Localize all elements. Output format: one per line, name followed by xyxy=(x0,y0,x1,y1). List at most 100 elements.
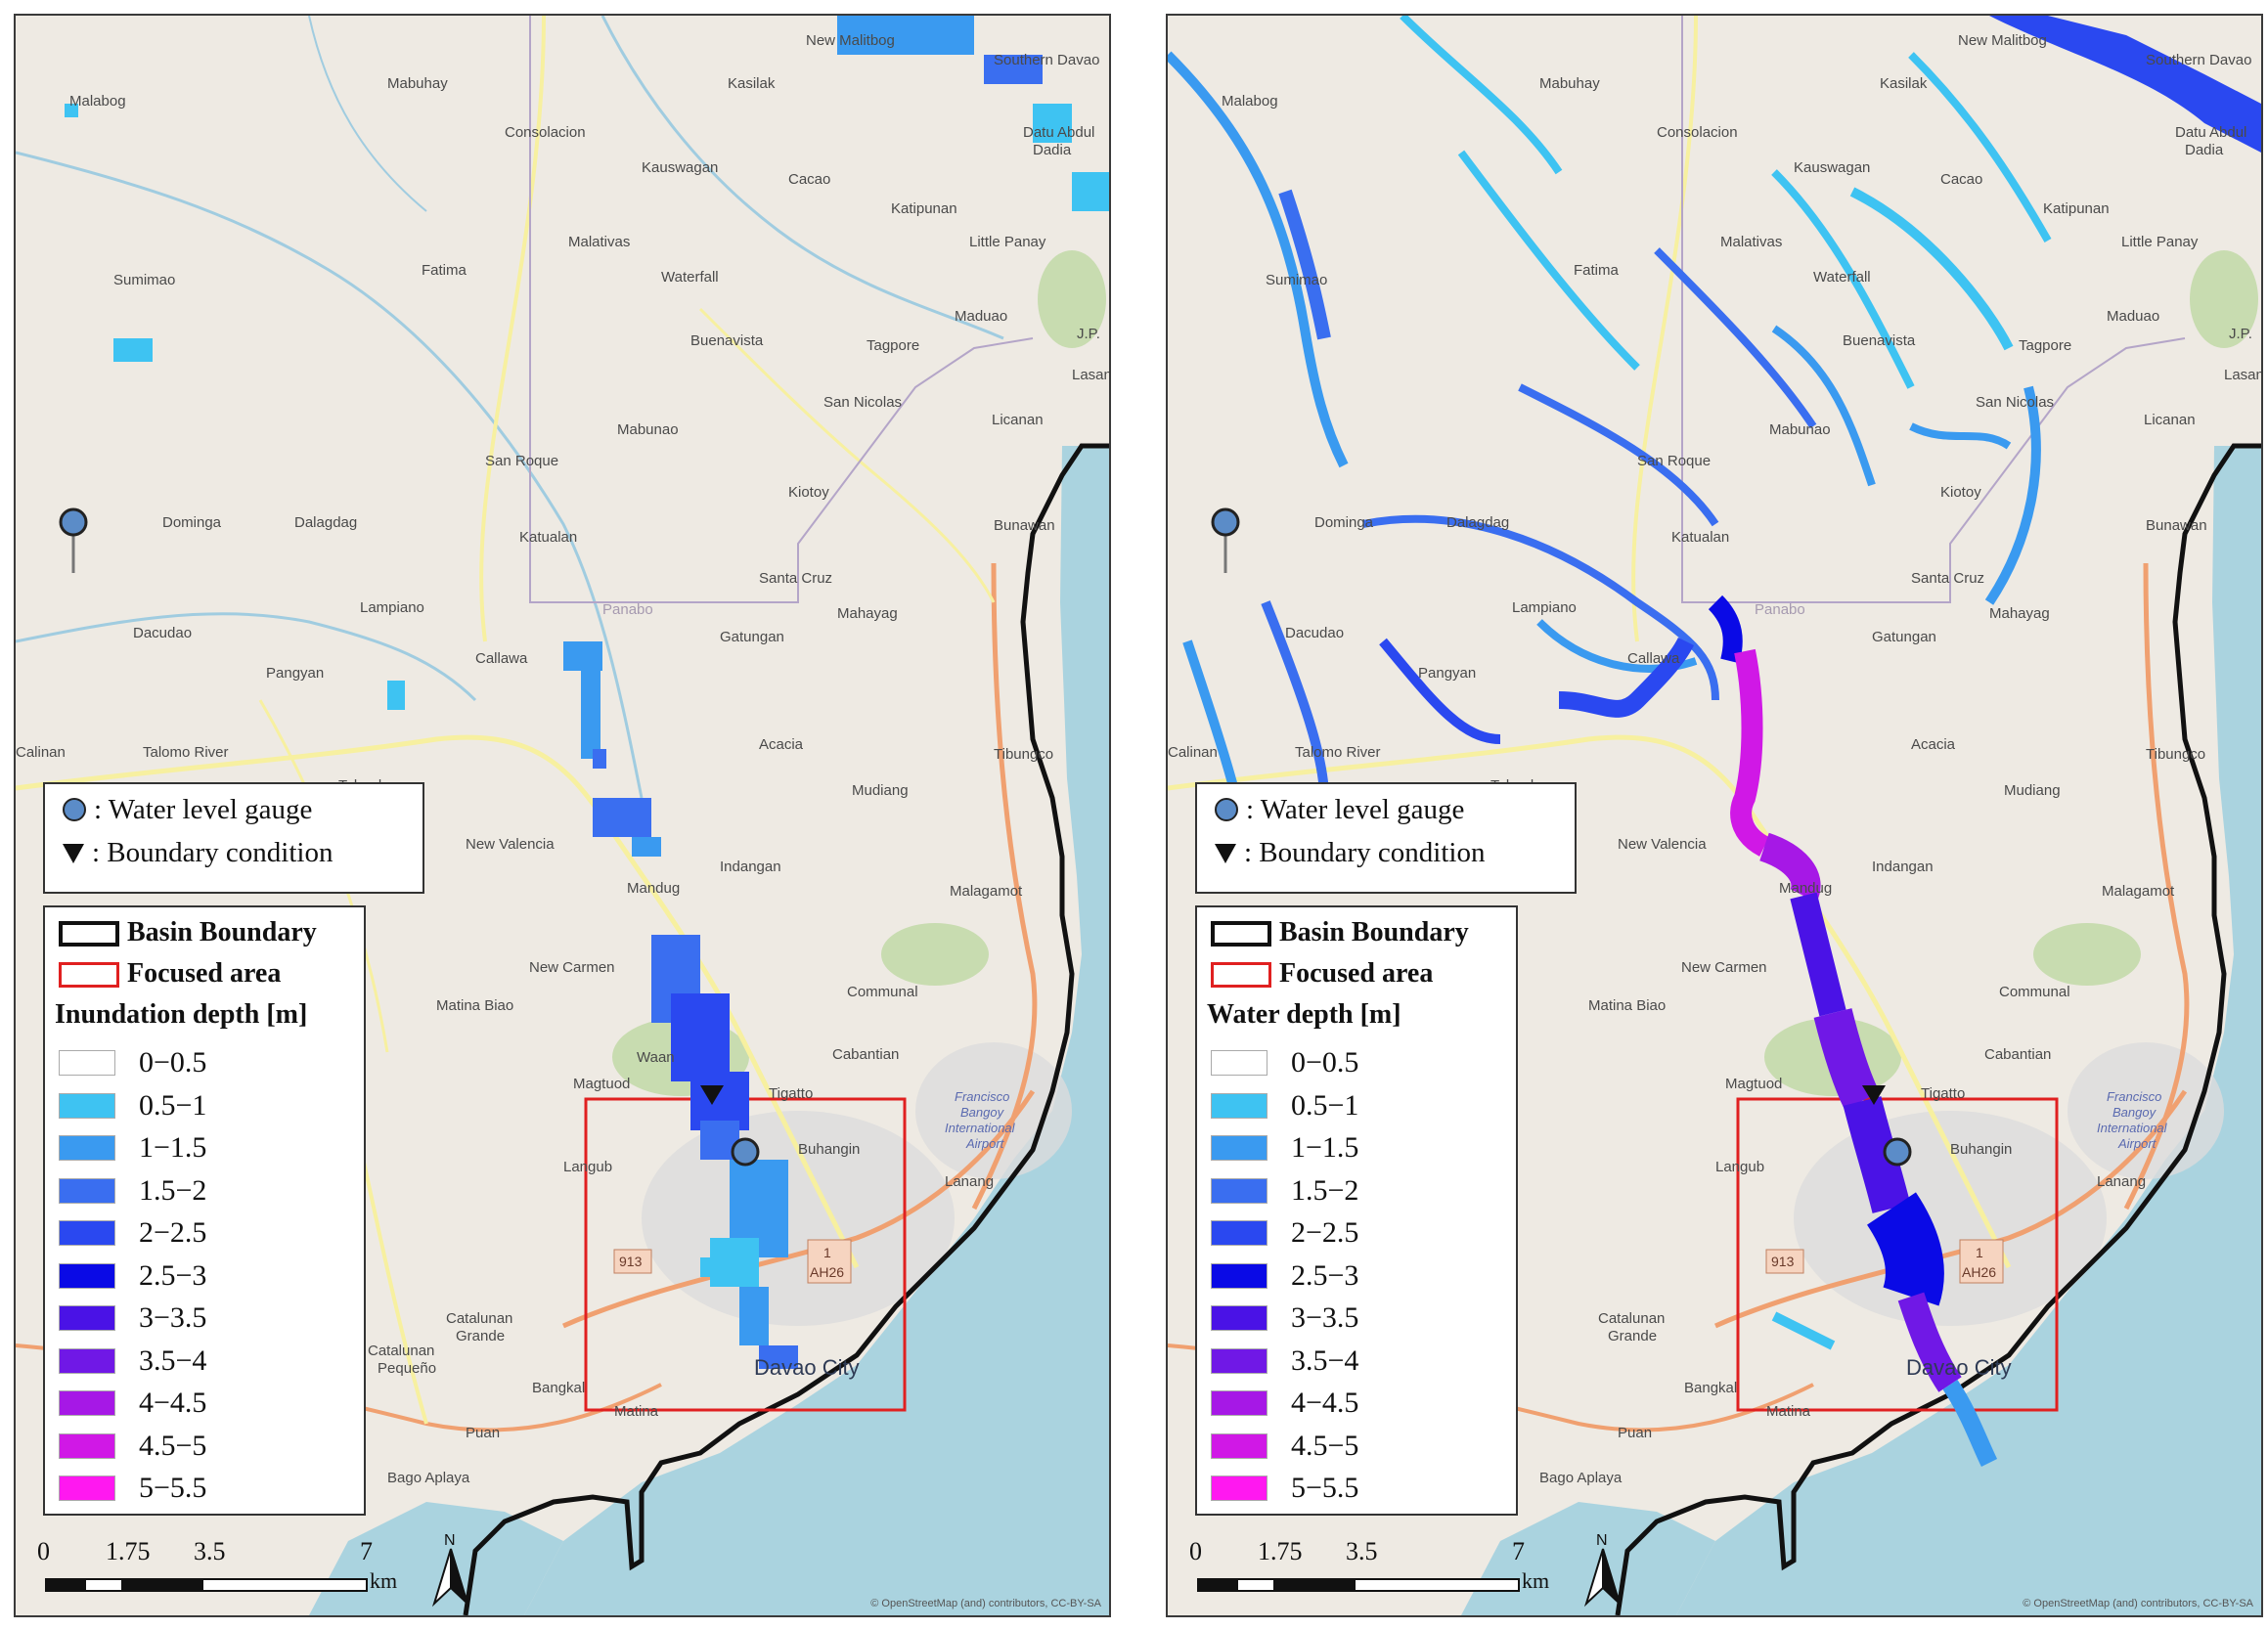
symbol-legend: : Water level gauge : Boundary condition xyxy=(1195,782,1577,894)
svg-text:Bago Aplaya: Bago Aplaya xyxy=(1539,1470,1623,1486)
svg-text:Consolacion: Consolacion xyxy=(1657,124,1738,141)
scale-bar: 0 1.75 3.5 7 km xyxy=(1187,1537,1549,1606)
svg-text:Talomo River: Talomo River xyxy=(143,744,229,761)
basin-boundary-label: Basin Boundary xyxy=(1279,917,1469,947)
svg-text:Tagpore: Tagpore xyxy=(2019,337,2071,354)
water-level-gauge xyxy=(59,507,88,537)
svg-text:Gatungan: Gatungan xyxy=(720,629,784,645)
svg-text:Malabog: Malabog xyxy=(69,93,126,110)
focused-area-label: Focused area xyxy=(1279,958,1434,989)
boundary-condition-marker xyxy=(1862,1085,1886,1105)
map-panel-right: Malabog Mabuhay Kasilak New Malitbog Sou… xyxy=(1166,14,2263,1617)
inundation-layer xyxy=(65,16,1109,1369)
svg-text:Bangkal: Bangkal xyxy=(1684,1380,1737,1396)
svg-text:Little Panay: Little Panay xyxy=(2121,234,2199,250)
svg-text:Panabo: Panabo xyxy=(1755,601,1805,618)
legend-title: Water depth [m] xyxy=(1207,999,1401,1030)
basemap: Malabog Mabuhay Kasilak New Malitbog Sou… xyxy=(16,16,1109,1615)
svg-text:Buenavista: Buenavista xyxy=(690,332,764,349)
svg-text:International: International xyxy=(945,1121,1016,1135)
depth-class-swatch xyxy=(1211,1177,1267,1204)
svg-text:Davao City: Davao City xyxy=(754,1355,860,1380)
svg-text:Grande: Grande xyxy=(456,1328,505,1344)
depth-class-swatch xyxy=(59,1305,115,1331)
svg-text:International: International xyxy=(2097,1121,2168,1135)
depth-class-label: 4.5−5 xyxy=(1291,1429,1359,1462)
svg-text:Communal: Communal xyxy=(1999,984,2070,1000)
svg-text:Malabog: Malabog xyxy=(1222,93,1278,110)
focused-area-box xyxy=(1736,1097,2059,1412)
north-label: N xyxy=(444,1532,456,1549)
symbol-legend: : Water level gauge : Boundary condition xyxy=(43,782,424,894)
depth-class-label: 1.5−2 xyxy=(139,1173,207,1207)
svg-text:Acacia: Acacia xyxy=(1911,736,1956,753)
depth-class-swatch xyxy=(1211,1092,1267,1119)
basemap-layer xyxy=(1168,16,2261,1615)
triangle-down-icon xyxy=(1215,844,1236,863)
basin-boundary-swatch xyxy=(1211,921,1271,947)
svg-text:Magtuod: Magtuod xyxy=(1725,1076,1782,1092)
svg-text:Fatima: Fatima xyxy=(422,262,467,279)
depth-class-label: 2.5−3 xyxy=(1291,1258,1359,1292)
svg-text:Calinan: Calinan xyxy=(16,744,66,761)
svg-text:Bunawan: Bunawan xyxy=(2146,517,2207,534)
svg-text:Santa Cruz: Santa Cruz xyxy=(1911,570,1984,587)
attribution-text: © OpenStreetMap (and) contributors, CC-B… xyxy=(870,1598,1101,1609)
scale-tick: 7 xyxy=(1512,1537,1525,1565)
scale-segment xyxy=(1236,1578,1275,1592)
basemap: Malabog Mabuhay Kasilak New Malitbog Sou… xyxy=(1168,16,2261,1615)
depth-class-swatch xyxy=(59,1432,115,1459)
scale-segment xyxy=(1197,1578,1236,1592)
svg-text:Katipunan: Katipunan xyxy=(891,200,957,217)
scale-segment xyxy=(1275,1578,1354,1592)
scale-tick: 7 xyxy=(360,1537,373,1565)
svg-text:1: 1 xyxy=(1976,1245,1983,1260)
svg-text:Acacia: Acacia xyxy=(759,736,804,753)
svg-text:Lampiano: Lampiano xyxy=(1512,599,1577,616)
svg-text:1: 1 xyxy=(823,1245,831,1260)
depth-class-label: 1−1.5 xyxy=(1291,1131,1359,1164)
svg-text:913: 913 xyxy=(619,1254,643,1269)
depth-class-swatch xyxy=(59,1177,115,1204)
depth-class-label: 1−1.5 xyxy=(139,1131,207,1164)
svg-text:Mabunao: Mabunao xyxy=(617,421,679,438)
gauge-markers xyxy=(1211,507,1912,1167)
svg-text:Cabantian: Cabantian xyxy=(1984,1046,2051,1063)
depth-class-label: 3−3.5 xyxy=(1291,1301,1359,1334)
svg-text:Kiotoy: Kiotoy xyxy=(788,484,829,501)
scale-tick: 3.5 xyxy=(1346,1537,1378,1565)
svg-text:Bago Aplaya: Bago Aplaya xyxy=(387,1470,470,1486)
basin-boundary-label: Basin Boundary xyxy=(127,917,317,947)
depth-class-swatch xyxy=(1211,1305,1267,1331)
svg-text:J.P.: J.P. xyxy=(2229,326,2252,342)
svg-text:Mabuhay: Mabuhay xyxy=(387,75,448,92)
svg-text:Fatima: Fatima xyxy=(1574,262,1620,279)
svg-text:Buhangin: Buhangin xyxy=(798,1141,860,1158)
scale-bar: 0 1.75 3.5 7 km xyxy=(35,1537,397,1606)
gauge-legend-row: : Water level gauge xyxy=(63,794,312,826)
svg-text:Gatungan: Gatungan xyxy=(1872,629,1936,645)
water-level-gauge xyxy=(731,1137,760,1167)
svg-text:AH26: AH26 xyxy=(810,1264,844,1280)
svg-text:Mahayag: Mahayag xyxy=(1989,605,2050,622)
svg-text:Malagamot: Malagamot xyxy=(2102,883,2175,900)
svg-text:Pangyan: Pangyan xyxy=(266,665,324,682)
svg-text:AH26: AH26 xyxy=(1962,1264,1996,1280)
scale-segment xyxy=(201,1578,368,1592)
basemap-layer xyxy=(16,16,1109,1615)
scale-tick: 1.75 xyxy=(1258,1537,1303,1565)
svg-text:Buenavista: Buenavista xyxy=(1843,332,1916,349)
map-panel-left: Malabog Mabuhay Kasilak New Malitbog Sou… xyxy=(14,14,1111,1617)
boundary-legend-row: : Boundary condition xyxy=(1215,837,1485,869)
gauge-legend-row: : Water level gauge xyxy=(1215,794,1464,826)
svg-text:Indangan: Indangan xyxy=(1872,859,1934,875)
scale-tick: 1.75 xyxy=(106,1537,151,1565)
scale-tick: 3.5 xyxy=(194,1537,226,1565)
depth-class-swatch xyxy=(1211,1050,1267,1076)
svg-text:Tagpore: Tagpore xyxy=(867,337,919,354)
svg-text:Kasilak: Kasilak xyxy=(728,75,776,92)
svg-text:Callawa: Callawa xyxy=(1627,650,1680,667)
water-level-gauge xyxy=(1883,1137,1912,1167)
north-arrow: N xyxy=(1579,1529,1627,1608)
scale-segment xyxy=(84,1578,123,1592)
